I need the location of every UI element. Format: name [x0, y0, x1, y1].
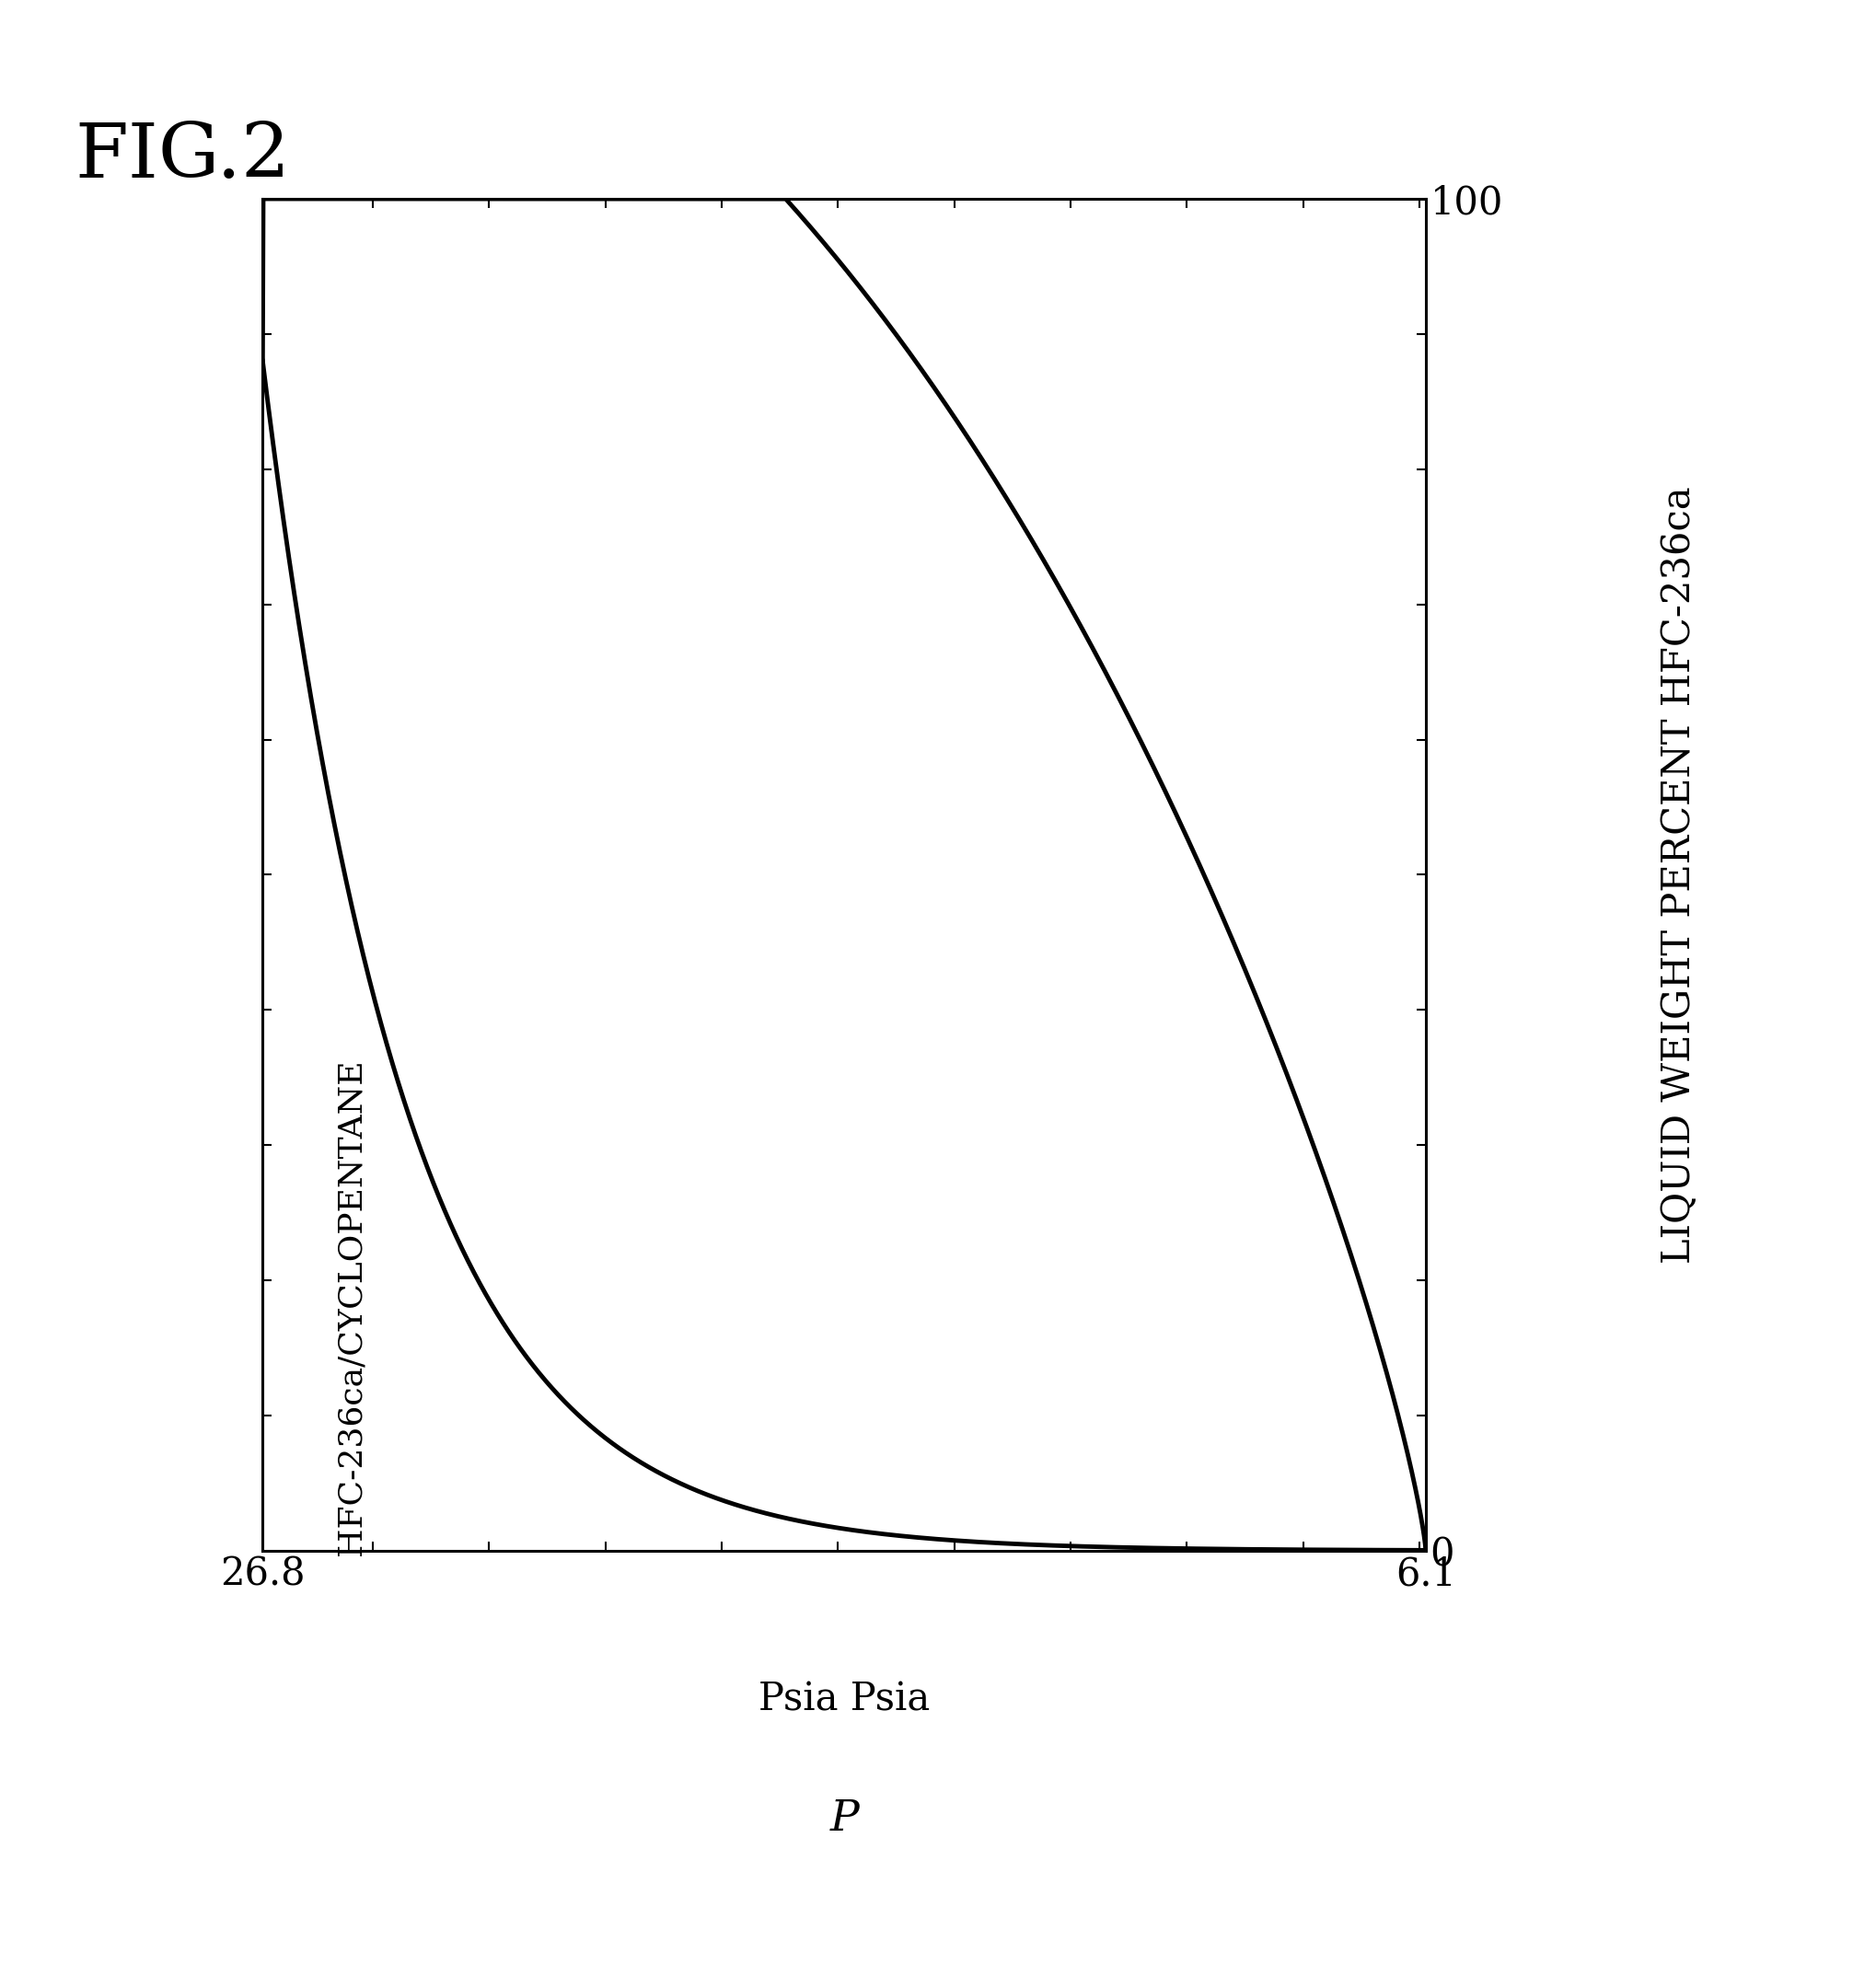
Text: P: P: [829, 1799, 859, 1839]
Text: FIG.2: FIG.2: [75, 119, 291, 193]
Text: Psia Psia: Psia Psia: [758, 1680, 930, 1720]
Text: HFC-236ca/CYCLOPENTANE: HFC-236ca/CYCLOPENTANE: [336, 1060, 368, 1557]
Text: LIQUID WEIGHT PERCENT HFC-236ca: LIQUID WEIGHT PERCENT HFC-236ca: [1660, 485, 1698, 1264]
